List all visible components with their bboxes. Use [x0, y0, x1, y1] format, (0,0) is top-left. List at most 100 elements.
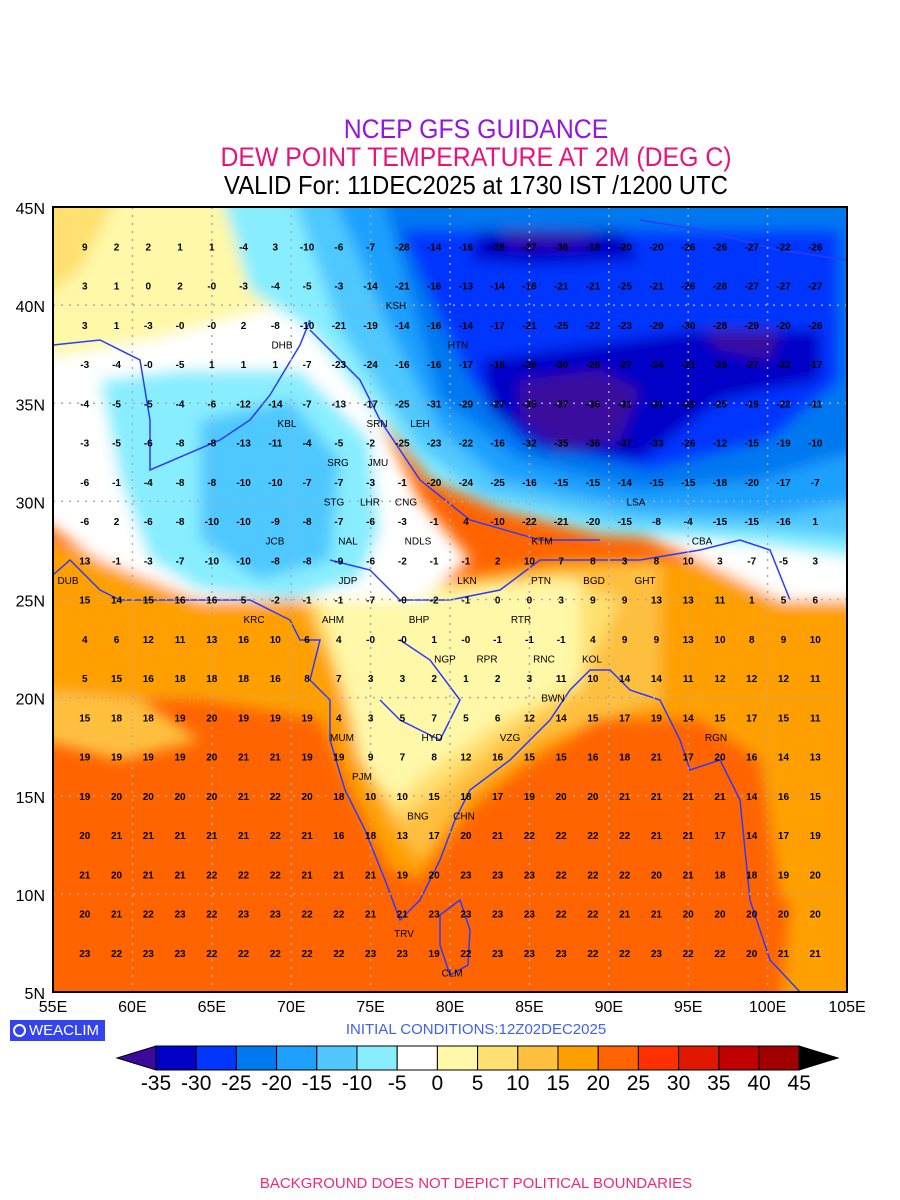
grid-value: -36 [554, 242, 569, 253]
grid-value: 1 [114, 282, 120, 293]
grid-value: -22 [776, 399, 791, 410]
grid-value: 0 [527, 596, 533, 607]
grid-value: -10 [268, 478, 283, 489]
colorbar-label: -15 [302, 1072, 332, 1095]
grid-value: -23 [332, 360, 347, 371]
grid-value: 18 [143, 713, 155, 724]
grid-value: 22 [714, 949, 726, 960]
grid-value: -7 [303, 360, 312, 371]
station-label: KTM [531, 537, 552, 548]
grid-value: -17 [490, 321, 505, 332]
grid-value: 19 [79, 753, 91, 764]
grid-value: -0 [398, 635, 407, 646]
grid-value: 2 [114, 517, 120, 528]
grid-value: 18 [460, 792, 472, 803]
grid-value: 22 [238, 949, 250, 960]
grid-value: 17 [429, 831, 441, 842]
grid-value: 1 [812, 517, 818, 528]
grid-value: 1 [749, 596, 755, 607]
grid-value: -4 [144, 478, 153, 489]
grid-value: -3 [80, 360, 89, 371]
grid-value: -10 [236, 478, 251, 489]
grid-value: -20 [744, 478, 759, 489]
longitude-label: 60E [118, 999, 146, 1016]
grid-value: 22 [619, 831, 631, 842]
grid-value: -7 [303, 399, 312, 410]
grid-value: -1 [398, 478, 407, 489]
grid-value: -5 [303, 282, 312, 293]
grid-value: 17 [778, 831, 790, 842]
grid-value: 1 [209, 360, 215, 371]
grid-value: -1 [557, 635, 566, 646]
grid-value: -28 [490, 242, 505, 253]
grid-value: -8 [303, 556, 312, 567]
grid-value: -3 [398, 517, 407, 528]
grid-value: 22 [619, 870, 631, 881]
grid-value: 9 [654, 635, 660, 646]
grid-value: 3 [368, 713, 374, 724]
grid-value: 4 [336, 713, 342, 724]
grid-value: -11 [268, 439, 282, 450]
grid-value: -9 [271, 517, 280, 528]
station-label: BHP [409, 615, 430, 626]
colorbar-label: 35 [707, 1072, 730, 1095]
grid-value: -5 [144, 399, 153, 410]
grid-value: -14 [427, 242, 442, 253]
grid-value: -16 [776, 517, 791, 528]
grid-value: 19 [302, 713, 314, 724]
grid-value: 19 [429, 949, 441, 960]
grid-value: 13 [79, 556, 91, 567]
grid-value: -10 [300, 242, 315, 253]
station-label: BGD [583, 576, 605, 587]
grid-value: 19 [174, 713, 186, 724]
station-label: CBA [692, 537, 713, 548]
longitude-label: 90E [595, 999, 623, 1016]
grid-value: 1 [177, 242, 183, 253]
grid-value: -23 [427, 439, 442, 450]
grid-value: 21 [651, 753, 663, 764]
grid-value: 6 [495, 713, 501, 724]
station-label: BNG [407, 811, 429, 822]
grid-value: 18 [746, 870, 758, 881]
grid-value: 11 [556, 674, 567, 685]
grid-value: -27 [776, 282, 791, 293]
grid-value: 21 [302, 831, 314, 842]
longitude-label: 85E [515, 999, 543, 1016]
grid-value: 19 [651, 713, 663, 724]
grid-value: 21 [397, 910, 409, 921]
grid-value: 10 [524, 556, 536, 567]
grid-value: -10 [205, 517, 220, 528]
grid-value: -6 [207, 399, 216, 410]
grid-value: 20 [778, 910, 790, 921]
station-label: MUM [330, 733, 354, 744]
grid-value: -10 [236, 517, 251, 528]
station-label: BWN [541, 694, 564, 705]
latitude-label: 45N [16, 201, 45, 218]
grid-value: -20 [649, 242, 664, 253]
grid-value: 16 [587, 753, 599, 764]
grid-value: -26 [681, 282, 696, 293]
grid-value: 1 [241, 360, 247, 371]
grid-value: -16 [459, 242, 474, 253]
grid-value: -13 [236, 439, 251, 450]
grid-value: 9 [622, 596, 628, 607]
grid-value: 23 [397, 949, 409, 960]
grid-value: -7 [303, 478, 312, 489]
grid-value: 3 [527, 674, 533, 685]
colorbar-label: -30 [181, 1072, 211, 1095]
grid-value: 21 [365, 910, 377, 921]
grid-value: 23 [556, 949, 568, 960]
grid-value: 2 [114, 242, 120, 253]
initial-conditions: INITIAL CONDITIONS:12Z02DEC2025 [345, 1021, 607, 1038]
grid-value: -5 [176, 360, 185, 371]
grid-value: -28 [713, 321, 728, 332]
grid-value: -21 [395, 282, 410, 293]
grid-value: 20 [206, 713, 218, 724]
grid-value: 21 [238, 831, 250, 842]
grid-value: 20 [587, 792, 599, 803]
station-label: PJM [352, 772, 372, 783]
colorbar-label: 30 [667, 1072, 690, 1095]
grid-value: 21 [238, 792, 250, 803]
grid-value: -1 [430, 556, 439, 567]
grid-value: -16 [427, 360, 442, 371]
